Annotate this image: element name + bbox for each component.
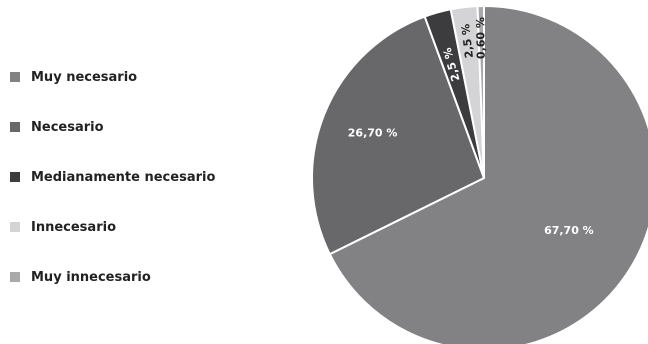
- data-label-innecesario: 2,5 %: [459, 23, 476, 59]
- legend-swatch-muy-innecesario: [10, 272, 20, 282]
- pie-slices: [311, 4, 648, 344]
- legend-label-innecesario: Innecesario: [31, 219, 116, 235]
- data-label-muy-innecesario: 0,60 %: [474, 17, 488, 59]
- legend-label-medianamente-necesario: Medianamente necesario: [31, 169, 216, 185]
- pie-slice-necesario: [311, 15, 486, 256]
- data-label-muy-necesario: 67,70 %: [544, 224, 594, 237]
- legend-item-muy-innecesario: Muy innecesario: [10, 269, 151, 285]
- legend-item-necesario: Necesario: [10, 119, 104, 135]
- legend-swatch-innecesario: [10, 222, 20, 232]
- legend-swatch-necesario: [10, 122, 20, 132]
- legend-item-muy-necesario: Muy necesario: [10, 69, 137, 85]
- legend-swatch-medianamente-necesario: [10, 172, 20, 182]
- pie-slice-muy-necesario: [328, 4, 648, 344]
- data-label-necesario: 26,70 %: [348, 127, 398, 140]
- legend-item-medianamente-necesario: Medianamente necesario: [10, 169, 215, 185]
- legend-item-innecesario: Innecesario: [10, 219, 116, 235]
- legend-swatch-muy-necesario: [10, 72, 20, 82]
- legend: Muy necesario Necesario Medianamente nec…: [0, 0, 300, 344]
- pie-slice-muy-innecesario: [476, 4, 485, 179]
- legend-label-muy-necesario: Muy necesario: [31, 69, 138, 85]
- legend-label-muy-innecesario: Muy innecesario: [31, 269, 151, 285]
- legend-label-necesario: Necesario: [31, 119, 104, 135]
